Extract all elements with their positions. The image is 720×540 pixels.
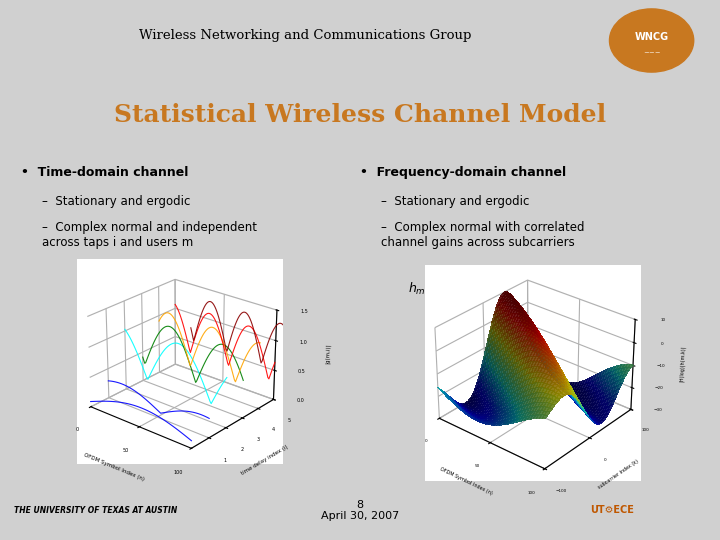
X-axis label: OFDM Symbol Index (n): OFDM Symbol Index (n) (439, 467, 493, 496)
Text: $h_{m,k} = \sum_{i=1}^{N_t} g_{m,i} e^{-j2\pi\tau_i k\Delta f}$: $h_{m,k} = \sum_{i=1}^{N_t} g_{m,i} e^{-… (408, 267, 546, 309)
Text: –  Stationary and ergodic: – Stationary and ergodic (42, 195, 190, 208)
Y-axis label: subcarrier index (k): subcarrier index (k) (597, 458, 639, 490)
Y-axis label: time delay index (i): time delay index (i) (240, 444, 289, 476)
Text: –  Stationary and ergodic: – Stationary and ergodic (381, 195, 529, 208)
Text: 8
April 30, 2007: 8 April 30, 2007 (321, 500, 399, 521)
X-axis label: OFDM Symbol Index (n): OFDM Symbol Index (n) (83, 452, 145, 482)
Text: –  Complex normal with correlated
channel gains across subcarriers: – Complex normal with correlated channel… (381, 221, 584, 248)
Text: –  Complex normal and independent
across taps i and users m: – Complex normal and independent across … (42, 221, 257, 248)
Text: THE UNIVERSITY OF TEXAS AT AUSTIN: THE UNIVERSITY OF TEXAS AT AUSTIN (14, 506, 178, 515)
Text: UT⚙ECE: UT⚙ECE (590, 505, 634, 515)
Text: $g_{m,i} \sim \mathcal{CN}(0, \sigma_i^2)$: $g_{m,i} \sim \mathcal{CN}(0, \sigma_i^2… (104, 267, 212, 289)
Text: Statistical Wireless Channel Model: Statistical Wireless Channel Model (114, 103, 606, 127)
Circle shape (609, 9, 693, 72)
Text: ~~~: ~~~ (643, 50, 660, 56)
Text: •  Time-domain channel: • Time-domain channel (22, 166, 189, 179)
Text: Wireless Networking and Communications Group: Wireless Networking and Communications G… (138, 29, 471, 42)
Text: WNCG: WNCG (634, 32, 669, 42)
Text: •  Frequency-domain channel: • Frequency-domain channel (360, 166, 566, 179)
